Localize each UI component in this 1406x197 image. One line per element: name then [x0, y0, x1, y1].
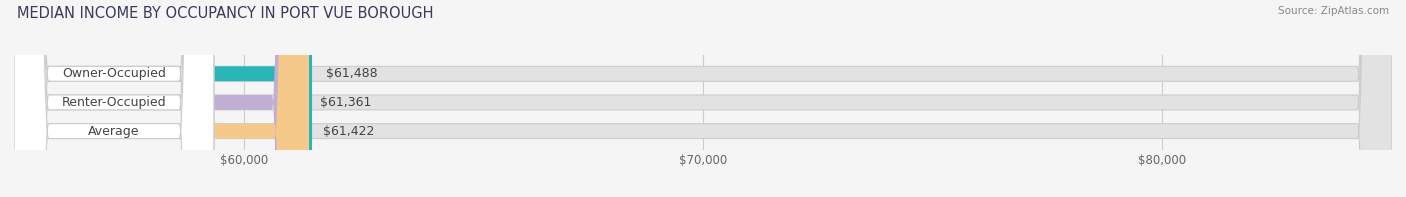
Text: Source: ZipAtlas.com: Source: ZipAtlas.com [1278, 6, 1389, 16]
FancyBboxPatch shape [14, 0, 1392, 197]
FancyBboxPatch shape [14, 0, 309, 197]
Text: Renter-Occupied: Renter-Occupied [62, 96, 166, 109]
FancyBboxPatch shape [14, 0, 312, 197]
FancyBboxPatch shape [14, 0, 214, 197]
FancyBboxPatch shape [14, 0, 1392, 197]
Text: Owner-Occupied: Owner-Occupied [62, 67, 166, 80]
FancyBboxPatch shape [14, 0, 214, 197]
Text: MEDIAN INCOME BY OCCUPANCY IN PORT VUE BOROUGH: MEDIAN INCOME BY OCCUPANCY IN PORT VUE B… [17, 6, 433, 21]
Text: $61,361: $61,361 [321, 96, 371, 109]
Text: $61,422: $61,422 [323, 125, 374, 138]
Text: $61,488: $61,488 [326, 67, 377, 80]
FancyBboxPatch shape [14, 0, 214, 197]
Text: Average: Average [89, 125, 139, 138]
FancyBboxPatch shape [14, 0, 307, 197]
FancyBboxPatch shape [14, 0, 1392, 197]
